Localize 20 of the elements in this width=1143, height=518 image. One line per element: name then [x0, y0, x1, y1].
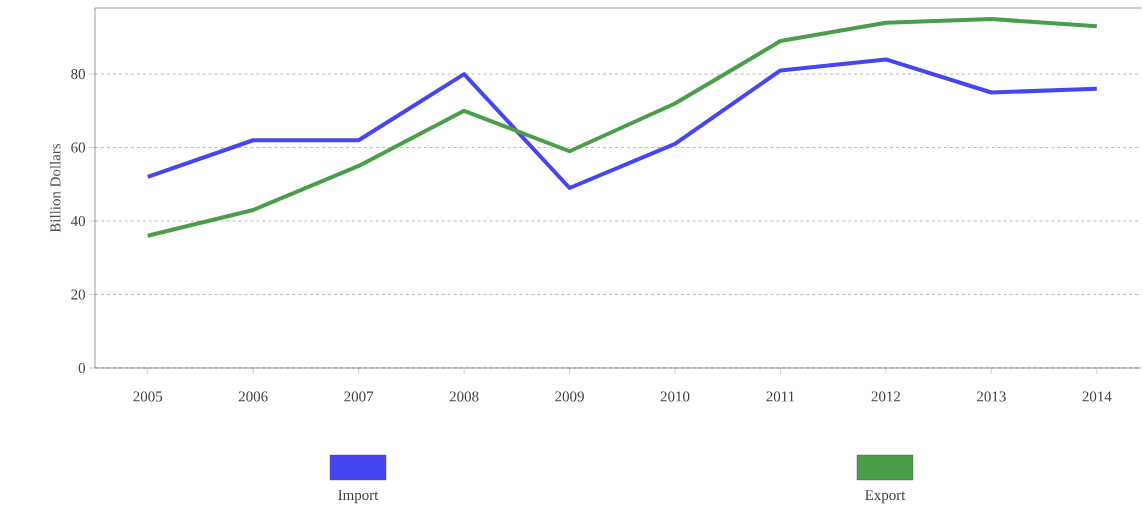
x-tick-label: 2007	[344, 391, 374, 402]
x-tick-label: 2006	[238, 391, 268, 402]
line-series	[145, 17, 1099, 238]
line-series	[145, 57, 1099, 190]
y-tick-label: 80	[71, 69, 86, 80]
x-tick-label: 2005	[133, 391, 163, 402]
y-tick-label: 20	[71, 289, 86, 300]
y-tick-label: 0	[78, 362, 86, 374]
legend-label: Import	[338, 490, 379, 504]
x-tick-label: 2014	[1082, 391, 1112, 402]
x-tick-label: 2010	[660, 391, 690, 402]
y-tick-label: 60	[71, 142, 86, 153]
legend-label: Export	[865, 490, 906, 504]
x-tick-label: 2013	[977, 391, 1006, 402]
x-tick-label: 2011	[766, 391, 795, 402]
y-axis-title: Billion Dollars	[49, 143, 61, 233]
x-tick-label: 2008	[449, 391, 479, 402]
y-tick-label: 40	[70, 216, 86, 227]
x-tick-label: 2012	[871, 391, 901, 402]
x-tick-label: 2009	[555, 391, 584, 402]
